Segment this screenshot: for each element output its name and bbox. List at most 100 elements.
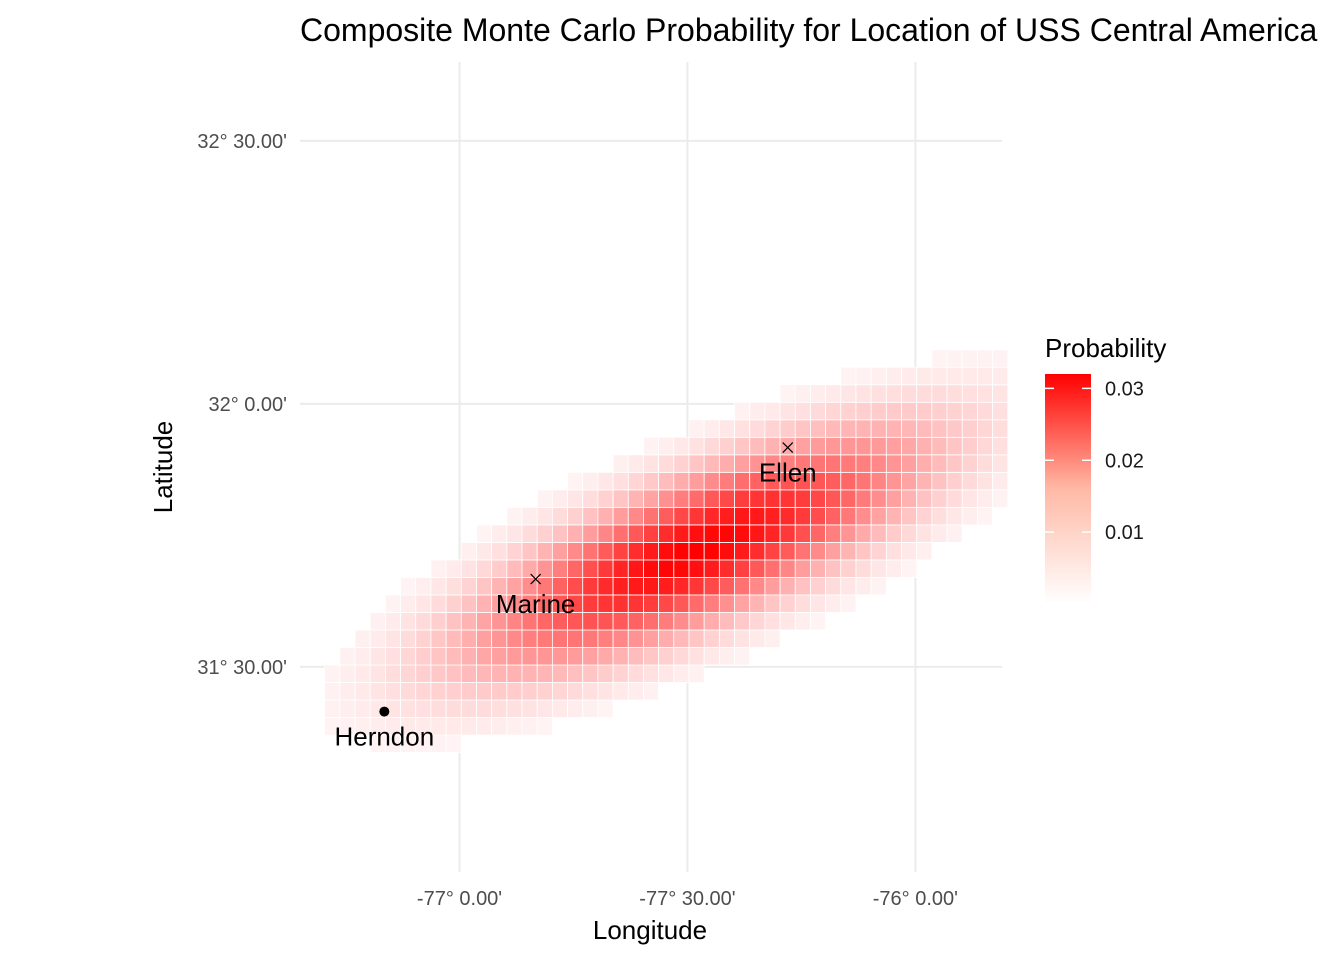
heat-cell: [810, 577, 827, 596]
heat-cell: [521, 629, 538, 648]
heat-cell: [476, 612, 493, 631]
heat-cell: [506, 682, 523, 701]
heat-cell: [794, 489, 811, 508]
heat-cell: [764, 541, 781, 561]
heat-cell: [354, 682, 371, 701]
heat-cell: [597, 489, 614, 508]
heat-cell: [658, 629, 675, 648]
heat-cell: [415, 577, 432, 596]
heat-cell: [840, 454, 857, 473]
heat-cell: [612, 682, 629, 701]
heat-cell: [551, 682, 568, 701]
heat-cell: [521, 541, 538, 561]
heat-cell: [718, 577, 735, 596]
heat-cell: [476, 594, 493, 613]
heat-cell: [749, 436, 766, 456]
heat-cell: [445, 699, 462, 718]
heat-cell: [688, 577, 705, 596]
heat-cell: [536, 524, 553, 543]
heat-cell: [946, 401, 963, 421]
heat-cell: [643, 541, 660, 561]
heat-cell: [825, 506, 842, 526]
heat-cell: [627, 629, 644, 648]
heat-cell: [794, 419, 811, 438]
heat-cell: [870, 454, 887, 473]
heat-cell: [476, 524, 493, 543]
heat-cell: [567, 647, 584, 666]
heat-cell: [673, 524, 690, 543]
heat-cell: [703, 541, 720, 561]
heat-cell: [354, 664, 371, 683]
heat-cell: [476, 664, 493, 683]
heat-cell: [718, 436, 735, 456]
heat-cell: [324, 664, 341, 683]
heat-cell: [627, 506, 644, 526]
heat-cell: [931, 366, 948, 386]
heat-cell: [794, 577, 811, 596]
heat-cell: [567, 506, 584, 526]
heat-cell: [901, 506, 918, 526]
heat-cell: [354, 647, 371, 666]
heat-cell: [521, 524, 538, 543]
heat-cell: [825, 577, 842, 596]
heat-cell: [977, 366, 993, 386]
heat-cell: [521, 717, 538, 736]
heat-cell: [977, 454, 993, 473]
heat-cell: [810, 419, 827, 438]
heat-cell: [658, 489, 675, 508]
heat-cell: [643, 647, 660, 666]
heat-cell: [582, 682, 599, 701]
heat-cell: [931, 401, 948, 421]
x-tick-label: -77° 0.00': [417, 888, 502, 910]
heat-cell: [415, 664, 432, 683]
heat-cell: [612, 506, 629, 526]
heat-cell: [430, 664, 447, 683]
heat-cell: [627, 454, 644, 473]
heat-cell: [627, 612, 644, 631]
heat-cell: [749, 401, 766, 421]
heat-cell: [885, 454, 902, 473]
heat-cell: [460, 647, 477, 666]
heat-cell: [734, 629, 751, 648]
heat-cell: [688, 489, 705, 508]
heat-cell: [476, 541, 493, 561]
heat-cell: [703, 489, 720, 508]
heat-cell: [885, 366, 902, 386]
x-tick-label: -77° 30.00': [639, 888, 735, 910]
heat-cell: [673, 629, 690, 648]
heat-cell: [658, 577, 675, 596]
heat-cell: [946, 384, 963, 403]
heat-cell: [567, 541, 584, 561]
heat-cell: [977, 471, 993, 491]
heat-cell: [992, 384, 1009, 403]
heat-cell: [597, 471, 614, 491]
heat-cell: [506, 717, 523, 736]
heat-cell: [400, 612, 417, 631]
herndon-marker: [379, 706, 390, 717]
heat-cell: [460, 699, 477, 718]
heat-cell: [445, 612, 462, 631]
heat-cell: [946, 454, 963, 473]
heat-cell: [916, 384, 933, 403]
heat-cell: [825, 524, 842, 543]
heat-cell: [688, 471, 705, 491]
heat-cell: [385, 612, 401, 631]
heat-cell: [415, 647, 432, 666]
marine-marker: [530, 573, 542, 585]
heat-cell: [673, 647, 690, 666]
heat-cell: [643, 612, 660, 631]
heat-cell: [460, 717, 477, 736]
heat-cell: [582, 647, 599, 666]
heat-cell: [703, 506, 720, 526]
heat-cell: [597, 577, 614, 596]
heat-cell: [673, 454, 690, 473]
heat-cell: [764, 524, 781, 543]
heat-cell: [567, 682, 584, 701]
heat-cell: [551, 524, 568, 543]
heat-cell: [840, 366, 857, 386]
heat-cell: [855, 471, 872, 491]
heat-cell: [734, 506, 751, 526]
heat-cell: [551, 699, 568, 718]
heat-cell: [643, 436, 660, 456]
